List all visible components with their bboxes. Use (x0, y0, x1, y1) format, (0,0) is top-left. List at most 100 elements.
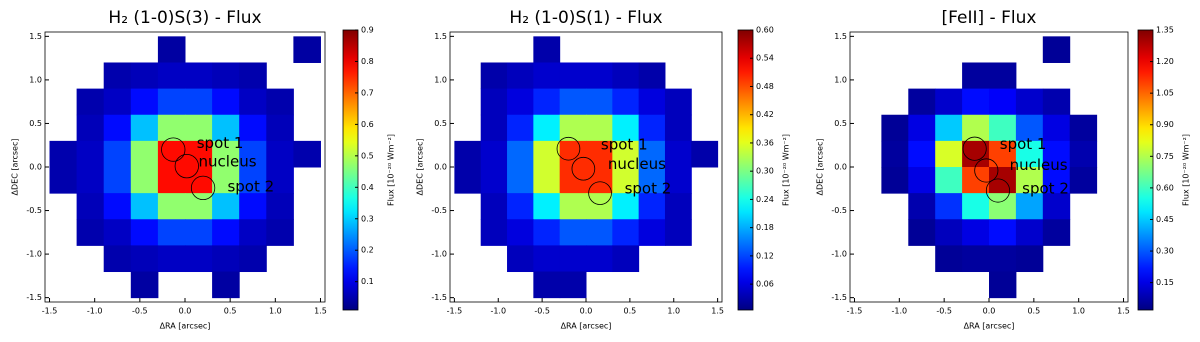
heatmap-cell (507, 167, 534, 194)
y-tick-label: 1.0 (834, 75, 847, 84)
heatmap-cell (935, 219, 963, 246)
chart-title: H₂ (1-0)S(3) - Flux (108, 8, 261, 28)
colorbar-tick-label: 0.60 (1156, 183, 1174, 192)
heatmap-cell (638, 219, 666, 246)
y-tick-label: 0.5 (29, 119, 42, 128)
y-axis-label: ΔDEC [arcsec] (11, 139, 20, 196)
x-tick-label: -1.0 (490, 307, 506, 316)
heatmap-cell (638, 167, 666, 194)
heatmap-cell (507, 62, 534, 90)
heatmap-cell (989, 167, 1017, 194)
heatmap-cell (586, 140, 613, 168)
x-axis-label: ΔRA [arcsec] (561, 322, 612, 331)
heatmap-cell (989, 88, 1017, 116)
heatmap-cell (586, 245, 613, 273)
y-tick-label: -1.5 (26, 293, 42, 302)
heatmap-cell (185, 62, 213, 90)
heatmap-cell (1042, 167, 1071, 194)
x-tick-label: -1.0 (892, 307, 908, 316)
heatmap-cell (1015, 193, 1044, 220)
heatmap-cell (454, 140, 482, 168)
heatmap-cell (480, 219, 508, 246)
heatmap-cell (612, 114, 640, 142)
heatmap-cell (962, 193, 990, 220)
heatmap-cell (266, 167, 294, 194)
colorbar-tick-label: 0.9 (361, 26, 374, 35)
x-tick-label: -1.5 (447, 307, 463, 316)
annotation: spot 1 (1000, 135, 1047, 153)
heatmap-cell (533, 62, 561, 90)
heatmap-cell (533, 167, 561, 194)
heatmap-cell (533, 271, 561, 299)
x-tick-label: 1.5 (1117, 307, 1130, 316)
x-tick-label: -1.5 (42, 307, 58, 316)
x-tick-label: -0.5 (132, 307, 148, 316)
heatmap-cell (480, 140, 508, 168)
heatmap-cell (533, 245, 561, 273)
colorbar-tick-label: 0.15 (1156, 278, 1174, 287)
heatmap-cell (664, 193, 692, 220)
heatmap-cell (1069, 114, 1098, 142)
annotation: spot 2 (625, 179, 672, 197)
heatmap-cell (212, 140, 240, 168)
y-axis-label: ΔDEC [arcsec] (816, 139, 825, 196)
heatmap-cell (130, 114, 159, 142)
heatmap-cell (638, 193, 666, 220)
heatmap-cell (157, 193, 186, 220)
region-circle (962, 136, 987, 161)
heatmap-cell (480, 62, 508, 90)
y-tick-label: 0.5 (834, 119, 847, 128)
heatmap-cell (1042, 114, 1071, 142)
annotation: nucleus (608, 155, 666, 173)
colorbar (737, 29, 754, 311)
colorbar (342, 29, 359, 311)
heatmap-cell (480, 193, 508, 220)
x-axis-label: ΔRA [arcsec] (964, 322, 1015, 331)
x-tick-label: 1.5 (314, 307, 327, 316)
heatmap-cell (293, 140, 321, 168)
heatmap-cell (1015, 88, 1044, 116)
heatmap-cell (239, 219, 267, 246)
heatmap-cell (533, 140, 561, 168)
heatmap-cell (612, 62, 640, 90)
x-tick-label: 0.0 (580, 307, 593, 316)
y-tick-label: 1.0 (29, 75, 42, 84)
region-circle (174, 153, 199, 179)
heatmap-cell (130, 88, 159, 116)
x-tick-label: -1.0 (87, 307, 103, 316)
heatmap-cell (480, 88, 508, 116)
colorbar-label: Flux [10⁻²⁰ Wm⁻²] (1182, 134, 1191, 206)
heatmap-cell (76, 114, 105, 142)
heatmap-cell (239, 114, 267, 142)
heatmap-cell (989, 271, 1017, 299)
heatmap-cell (533, 193, 561, 220)
y-tick-label: -0.5 (831, 206, 847, 215)
heatmap-cell (239, 62, 267, 90)
region-circle (974, 158, 999, 183)
heatmap-cell (559, 245, 587, 273)
colorbar-tick-label: 0.5 (361, 151, 374, 160)
heatmap-cell (212, 88, 240, 116)
heatmap-cell (1015, 245, 1044, 273)
colorbar-tick-label: 0.3 (361, 214, 374, 223)
heatmap-cell (533, 36, 561, 63)
region-circle (588, 181, 612, 205)
y-axis-label: ΔDEC [arcsec] (416, 139, 425, 196)
heatmap-cell (586, 62, 613, 90)
heatmap-cell (239, 193, 267, 220)
y-tick-label: -1.0 (831, 250, 847, 259)
heatmap-cell (638, 140, 666, 168)
x-tick-label: 1.0 (269, 307, 282, 316)
heatmap-cell (908, 219, 936, 246)
x-tick-label: 0.0 (179, 307, 192, 316)
heatmap-cell (989, 62, 1017, 90)
annotation: nucleus (1010, 156, 1068, 174)
heatmap-cell (908, 193, 936, 220)
heatmap-cell (266, 193, 294, 220)
heatmap-cell (212, 167, 240, 194)
x-tick-label: 1.0 (667, 307, 680, 316)
heatmap-cell (962, 245, 990, 273)
heatmap-cell (1015, 167, 1044, 194)
heatmap-cell (293, 36, 321, 63)
heatmap-cell (185, 114, 213, 142)
